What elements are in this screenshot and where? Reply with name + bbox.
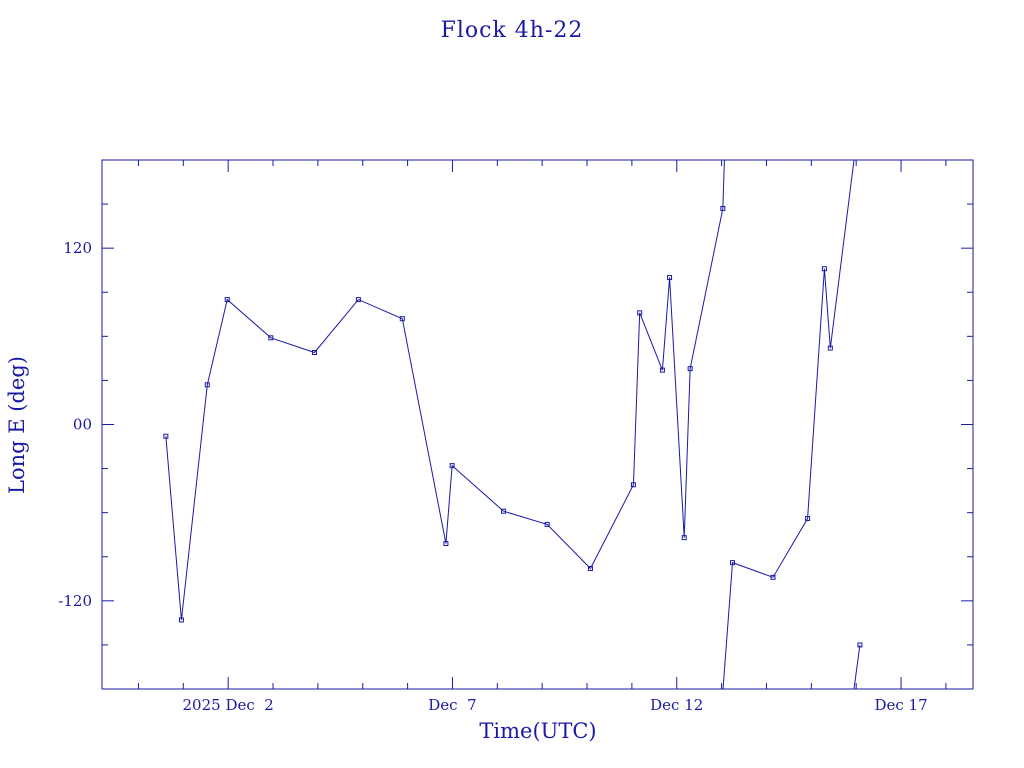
data-point <box>311 349 317 355</box>
data-point <box>857 642 863 648</box>
data-point <box>827 345 833 351</box>
data-point <box>659 367 665 373</box>
y-axis-label: Long E (deg) <box>5 356 29 494</box>
data-point <box>667 275 673 281</box>
data-point <box>355 297 361 303</box>
x-tick-label: 2025 Dec 2 <box>183 696 274 714</box>
y-tick-label: -120 <box>58 592 92 610</box>
axis-tick-labels: 2025 Dec 2 Dec 7 Dec 12 Dec 17 120 00 -120 <box>58 239 927 714</box>
x-axis-label: Time(UTC) <box>479 719 596 743</box>
data-point <box>720 205 726 211</box>
data-point <box>268 335 274 341</box>
data-point <box>399 316 405 322</box>
data-point <box>544 521 550 527</box>
x-tick-label: Dec 12 <box>650 696 703 714</box>
data-point <box>224 297 230 303</box>
series-line <box>165 159 725 620</box>
data-point <box>204 382 210 388</box>
data-point <box>687 366 693 372</box>
data-point <box>821 266 827 272</box>
data-point <box>449 463 455 469</box>
data-point <box>163 433 169 439</box>
axis-ticks <box>102 160 973 689</box>
y-tick-label: 120 <box>63 239 92 257</box>
data-point <box>630 482 636 488</box>
x-tick-label: Dec 17 <box>874 696 927 714</box>
y-tick-label: 00 <box>73 416 92 434</box>
data-point <box>178 617 184 623</box>
data-point <box>770 574 776 580</box>
data-point <box>730 560 736 566</box>
chart-title: Flock 4h-22 <box>441 18 584 43</box>
data-point <box>443 541 449 547</box>
plot-frame <box>101 159 974 690</box>
data-point <box>637 310 643 316</box>
data-point <box>501 508 507 514</box>
data-point <box>681 535 687 541</box>
x-tick-label: Dec 7 <box>428 696 476 714</box>
series-longitude <box>163 159 863 690</box>
series-line <box>853 644 861 690</box>
data-point <box>805 516 811 522</box>
series-line <box>722 159 855 690</box>
data-point <box>587 566 593 572</box>
